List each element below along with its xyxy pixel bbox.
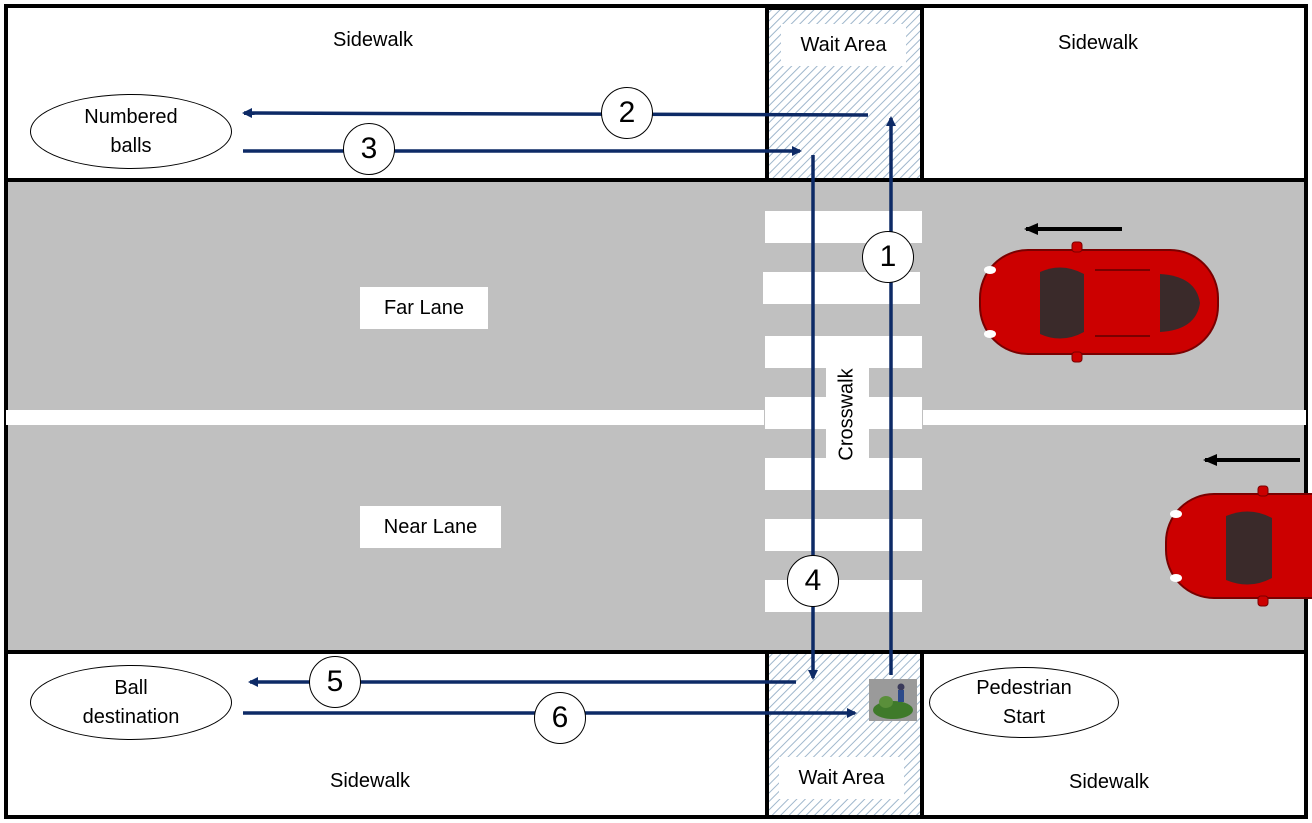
route-arrows (242, 108, 896, 718)
route-2 (242, 108, 869, 119)
lane-divider-right (923, 410, 1306, 425)
numbered-balls-oval: Numbered balls (30, 94, 232, 169)
step-5-circle: 5 (309, 656, 361, 708)
step-1-circle: 1 (862, 231, 914, 283)
sidewalk-label: Sidewalk (333, 29, 414, 51)
sidewalk-label: Sidewalk (330, 770, 411, 792)
step-2-circle: 2 (601, 87, 653, 139)
far-lane-label: Far Lane (360, 287, 488, 329)
step-4-circle: 4 (787, 555, 839, 607)
wait-area-label: Wait Area (781, 24, 906, 66)
car-icon (979, 241, 1219, 363)
crosswalk-label: Crosswalk (826, 368, 869, 461)
ball-destination-oval: Ball destination (30, 665, 232, 740)
step-6-circle: 6 (534, 692, 586, 744)
crosswalk-text: Crosswalk (836, 368, 858, 461)
wait-area-label: Wait Area (779, 757, 904, 799)
pedestrian-icon (869, 679, 917, 721)
car-icon (1165, 485, 1312, 607)
lane-divider-left (6, 410, 764, 425)
sidewalk-label: Sidewalk (1069, 771, 1150, 793)
sidewalk-label: Sidewalk (1058, 32, 1139, 54)
near-lane-label: Near Lane (360, 506, 501, 548)
step-3-circle: 3 (343, 123, 395, 175)
pedestrian-start-oval: Pedestrian Start (929, 667, 1119, 738)
